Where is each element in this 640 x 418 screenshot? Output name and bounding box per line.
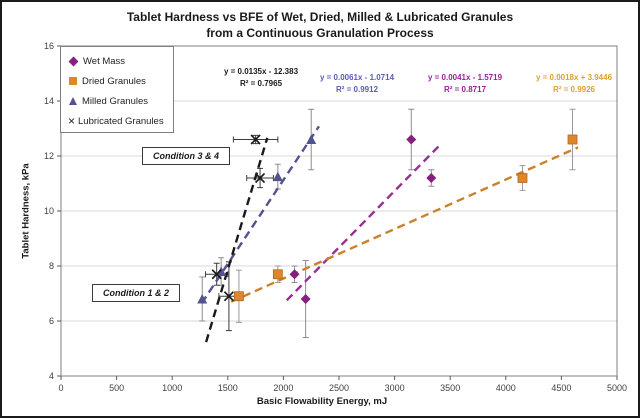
data-point-dried-granules [517,173,528,183]
legend-item-lubricated-granules: × Lubricated Granules [68,111,173,131]
x-axis-label: Basic Flowability Energy, mJ [256,396,388,407]
legend-item-dried-granules: Dried Granules [68,71,173,91]
legend: Wet Mass Dried Granules Milled Granules × Lu… [60,46,174,133]
chart-title-line1: Tablet Hardness vs BFE of Wet, Dried, Mi… [126,10,514,24]
chart-title: Tablet Hardness vs BFE of Wet, Dried, Mi… [2,9,638,41]
y-axis-label: Tablet Hardness, kPa [20,163,32,259]
chart-title-line2: from a Continuous Granulation Process [206,26,434,40]
r-squared-text: R² = 0.9926 [552,85,596,94]
diamond-marker-icon [68,56,79,66]
trend-line-dried-granules [230,146,579,303]
legend-label: Milled Granules [82,95,148,107]
r-squared-text: R² = 0.8717 [443,85,487,94]
y-tick-label-6: 6 [49,316,54,326]
annotation-condition-3-4: Condition 3 & 4 [142,147,230,165]
data-point-lubricated-granules [211,269,222,280]
data-point-wet-mass [426,173,437,183]
legend-item-wet-mass: Wet Mass [68,51,173,71]
trend-equation-wet-mass: y = 0.0041x - 1.5719 R² = 0.8717 [428,72,502,96]
y-tick-label-8: 8 [49,261,54,271]
trend-line-lubricated-granules [204,137,269,343]
data-point-milled-granules [216,266,227,276]
data-point-wet-mass [300,294,311,304]
data-point-milled-granules [306,134,317,144]
x-tick-label-2000: 2000 [273,383,293,393]
data-point-lubricated-granules [254,172,266,184]
legend-item-milled-granules: Milled Granules [68,91,173,111]
data-point-wet-mass [406,134,417,145]
r-squared-text: R² = 0.7965 [239,79,283,88]
x-tick-label-0: 0 [58,383,63,393]
x-tick-label-2500: 2500 [329,383,349,393]
data-point-lubricated-granules [223,291,234,302]
x-tick-label-3500: 3500 [440,383,460,393]
x-tick-label-5000: 5000 [607,383,627,393]
equation-text: y = 0.0061x - 1.0714 [319,73,395,82]
data-point-dried-granules [567,134,578,145]
legend-label: Dried Granules [82,75,146,87]
trend-equation-milled-granules: y = 0.0061x - 1.0714 R² = 0.9912 [320,72,394,96]
data-point-milled-granules [272,171,283,182]
trend-line-milled-granules [200,125,320,304]
x-marker-icon: × [68,114,76,128]
r-squared-text: R² = 0.9912 [335,85,379,94]
y-tick-label-14: 14 [44,96,54,106]
trend-equation-dried-granules: y = 0.0018x + 3.9446 R² = 0.9926 [536,72,612,96]
data-point-wet-mass [289,269,300,280]
x-tick-label-4000: 4000 [496,383,516,393]
x-tick-label-1000: 1000 [162,383,182,393]
data-point-milled-granules [197,294,208,304]
annotation-condition-1-2: Condition 1 & 2 [92,284,180,302]
trend-equation-lubricated-granules: y = 0.0135x - 12.383 R² = 0.7965 [224,66,298,90]
y-tick-label-10: 10 [44,206,54,216]
data-point-dried-granules [234,291,244,302]
trend-line-wet-mass [285,145,440,302]
x-tick-label-3000: 3000 [385,383,405,393]
legend-label: Lubricated Granules [78,115,164,127]
legend-label: Wet Mass [83,55,126,67]
x-tick-label-4500: 4500 [551,383,571,393]
equation-text: y = 0.0041x - 1.5719 [427,73,503,82]
triangle-marker-icon [69,97,77,105]
x-tick-label-500: 500 [109,383,124,393]
data-point-lubricated-granules [250,134,261,145]
y-tick-label-16: 16 [44,41,54,51]
equation-text: y = 0.0135x - 12.383 [223,67,299,76]
y-tick-label-12: 12 [44,151,54,161]
x-tick-label-1500: 1500 [218,383,238,393]
data-point-dried-granules [272,269,283,280]
square-marker-icon [69,77,77,85]
y-tick-label-4: 4 [49,371,54,381]
equation-text: y = 0.0018x + 3.9446 [535,73,613,82]
